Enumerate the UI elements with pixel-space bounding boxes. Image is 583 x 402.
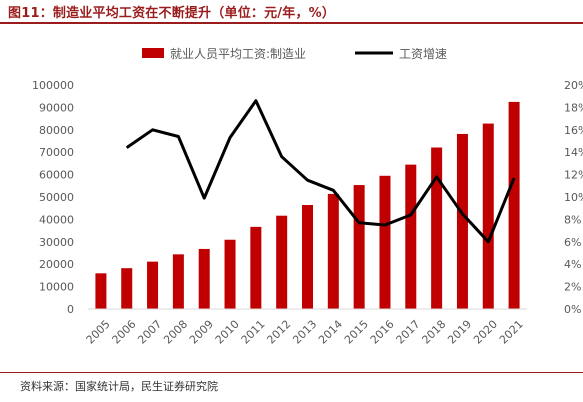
bar [95, 273, 107, 309]
x-tick-label: 2019 [445, 318, 474, 347]
bar [147, 261, 159, 309]
y-right-tick-label: 14% [564, 146, 583, 159]
y-right-tick-label: 4% [564, 258, 581, 271]
bar [405, 164, 417, 309]
x-tick-label: 2013 [290, 318, 319, 347]
bar [224, 239, 236, 309]
title-rule [0, 22, 583, 24]
growth-line [125, 99, 516, 244]
source-note: 资料来源：国家统计局，民生证券研究院 [20, 380, 218, 393]
x-tick-label: 2006 [110, 318, 139, 347]
y-right-tick-label: 10% [564, 191, 583, 204]
x-tick-label: 2014 [316, 318, 345, 347]
y-left-tick-label: 0 [67, 303, 74, 316]
legend-label-bar: 就业人员平均工资:制造业 [170, 47, 306, 61]
x-tick-label: 2021 [497, 318, 526, 347]
x-tick-label: 2007 [135, 318, 164, 347]
x-tick-label: 2005 [84, 318, 113, 347]
y-left-tick-label: 50000 [39, 191, 74, 204]
y-right-tick-label: 16% [564, 124, 583, 137]
y-left-tick-label: 60000 [39, 169, 74, 182]
bar [250, 226, 262, 309]
chart: 就业人员平均工资:制造业 工资增速 0 10000 20000 30000 40000 5… [32, 47, 583, 347]
bar [327, 193, 339, 309]
x-tick-label: 2009 [187, 318, 216, 347]
y-right-tick-label: 18% [564, 101, 583, 114]
x-tick-label: 2011 [239, 318, 268, 347]
bar [456, 133, 468, 309]
y-left-tick-label: 40000 [39, 213, 74, 226]
bar [172, 254, 184, 309]
y-right-tick-label: 20% [564, 79, 583, 92]
bar [276, 215, 288, 309]
legend-swatch-bar [142, 48, 164, 58]
bar [431, 147, 443, 309]
bar [302, 204, 313, 309]
y-right-tick-label: 0% [564, 303, 581, 316]
y-left-tick-label: 90000 [39, 101, 74, 114]
x-axis: 2005200620072008200920102011201220132014… [84, 318, 526, 347]
y-left-tick-label: 20000 [39, 258, 74, 271]
bar-series [95, 101, 520, 310]
bar [121, 268, 133, 309]
y-left-axis: 0 10000 20000 30000 40000 50000 60000 70000 8000… [32, 79, 74, 316]
figure-title: 图11：制造业平均工资在不断提升（单位：元/年，%） [8, 6, 336, 21]
x-tick-label: 2010 [213, 318, 242, 347]
legend-label-line: 工资增速 [399, 47, 447, 61]
legend: 就业人员平均工资:制造业 工资增速 [142, 47, 447, 61]
y-left-tick-label: 100000 [32, 79, 74, 92]
bar [508, 101, 520, 309]
y-right-tick-label: 8% [564, 213, 581, 226]
bar [379, 175, 391, 309]
y-right-tick-label: 2% [564, 281, 581, 294]
bar [198, 248, 210, 309]
x-tick-label: 2008 [161, 318, 190, 347]
x-tick-label: 2018 [419, 318, 448, 347]
y-right-tick-label: 12% [564, 169, 583, 182]
x-tick-label: 2017 [394, 318, 423, 347]
y-left-tick-label: 80000 [39, 124, 74, 137]
y-left-tick-label: 70000 [39, 146, 74, 159]
y-right-tick-label: 6% [564, 236, 581, 249]
x-tick-label: 2020 [471, 318, 500, 347]
x-tick-label: 2012 [264, 318, 293, 347]
y-left-tick-label: 30000 [39, 236, 74, 249]
bar [482, 123, 494, 310]
bar [353, 185, 365, 309]
y-right-axis: 0% 2% 4% 6% 8% 10% 12% 14% 16% 18% 20% [564, 79, 583, 316]
y-left-tick-label: 10000 [39, 281, 74, 294]
x-tick-label: 2015 [342, 318, 371, 347]
source-rule [0, 372, 583, 373]
x-tick-label: 2016 [368, 318, 397, 347]
